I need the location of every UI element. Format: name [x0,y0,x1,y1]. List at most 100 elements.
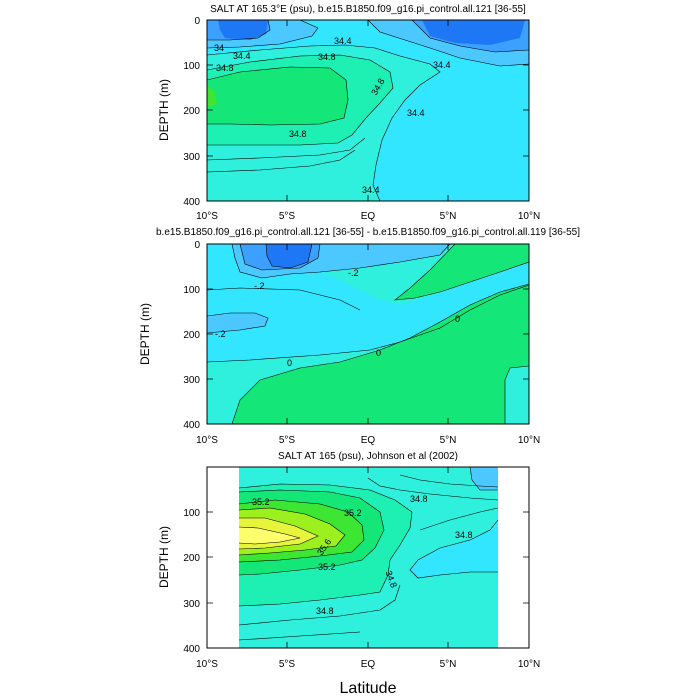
panel-3-contour-lines [238,467,499,641]
panel-1-y-tick-marks [207,19,529,202]
panel-3-line [409,519,499,579]
panel-3-y-tick: 200 [183,553,200,564]
panel-1-line [207,20,319,49]
panel-1-clabel: 34.4 [362,185,380,195]
panel-3-line [238,483,413,607]
panel-1-fill-35.2-edge [207,86,217,108]
panel-2-y-tick: 400 [183,420,200,431]
panel-1-line [207,44,441,201]
panel-1-line [367,20,529,67]
panel-3-x-tick-marks [206,467,530,648]
panel-1-clabel: 34.8 [216,63,234,73]
panel-1-x-tick: 10°S [196,211,218,222]
panel-2-x-axis: 10°S 5°S EQ 5°N 10°N [196,435,540,446]
panel-2-y-tick: 300 [183,375,200,386]
panel-2-line [394,244,529,301]
panel-2-contour-lines [207,244,529,424]
tick-marks [206,19,530,649]
panel-3-line [469,467,498,491]
panel-3-clabel: 35.2 [252,497,270,507]
panel-2-y-axis-label: DEPTH (m) [138,303,152,365]
panel-2-line [207,287,361,311]
panel-3-clabel: 34.8 [316,606,334,616]
panel-2-clabel: 0 [376,348,381,358]
panel-3-x-tick: EQ [361,659,376,670]
panel-3-fill-36 [239,527,300,544]
panel-2-x-tick: 5°S [279,435,296,446]
panel-2: b.e15.B1850.f09_g16.pi_control.all.121 [… [138,227,580,446]
panel-3-y-tick: 400 [183,644,200,655]
panel-3-fill-34.4 [470,467,498,490]
panel-1-line [411,20,529,53]
panel-1-y-tick: 300 [183,152,200,163]
panel-1-clabel: 34.4 [407,108,425,118]
panel-1-line [207,149,356,173]
panel-2-y-axis: DEPTH (m) 0 100 200 300 400 [138,240,200,431]
panel-3-x-tick: 10°N [518,659,540,670]
panel-3-line [238,584,401,626]
panel-1-x-axis: 10°S 5°S EQ 5°N 10°N [196,211,540,222]
panel-3-y-axis: DEPTH (m) 100 200 300 400 [157,508,200,655]
panel-2-contour-fills [207,244,529,424]
panel-1-clabel: 34 [214,43,224,53]
panel-1-clabel: 34.8 [289,129,307,139]
panel-2-fill-0.2-east [395,244,529,300]
panel-3-fill-34.6 [410,467,498,578]
panel-1-x-tick: 5°S [279,211,296,222]
panel-3-line [238,631,361,641]
panel-2-x-tick: 10°S [196,435,218,446]
panel-2-line [231,244,451,279]
panel-2-y-tick: 100 [183,285,200,296]
panel-1: SALT AT 165.3°E (psu), b.e15.B1850.f09_g… [157,4,540,222]
x-axis-label: Latitude [340,680,397,697]
panel-1-line [207,137,366,161]
panel-2-clabel: -.2 [215,329,226,339]
panel-2-clabel: 0 [287,358,292,368]
panel-3-y-axis-label: DEPTH (m) [157,526,171,588]
panel-2-fill-neg0.6 [266,244,312,268]
panel-2-x-tick: EQ [361,435,376,446]
panel-1-line [207,54,394,146]
panel-3-line [419,507,499,531]
panel-3-line [238,499,365,563]
panel-1-x-tick: 5°N [440,211,457,222]
panel-2-contour-labels: -.2 -.2 -.2 0 0 0 [215,268,460,368]
panel-3-clabel: 34.8 [455,530,473,540]
panel-2-line [231,283,529,424]
panel-1-x-tick: EQ [361,211,376,222]
panel-3-x-tick: 5°S [279,659,296,670]
panel-1-title: SALT AT 165.3°E (psu), b.e15.B1850.f09_g… [210,4,526,15]
panel-3-clabel: 34.8 [410,494,428,504]
panel-1-clabel: 34.4 [233,51,251,61]
panel-2-fill-0.4-cut [505,366,529,424]
panel-3-title: SALT AT 165 (psu), Johnson et al (2002) [278,451,458,462]
panel-1-fill-35-core [207,67,348,125]
panel-3-clabel: 35.2 [344,508,362,518]
panel-1-line [207,20,271,41]
panel-1-y-axis: DEPTH (m) 0 100 200 300 400 [157,16,200,208]
panel-3-x-tick: 5°N [440,659,457,670]
panel-1-y-axis-label: DEPTH (m) [157,79,171,141]
panel-2-x-tick-marks [206,244,530,424]
panel-1-x-tick: 10°N [518,211,540,222]
panel-1-line [207,66,349,126]
panel-2-clabel: 0 [455,314,460,324]
panel-2-clabel: -.2 [254,281,265,291]
panel-2-y-tick: 0 [194,240,200,251]
panel-1-fill-33.2-west [218,20,268,40]
panel-3-line [238,507,346,556]
panel-2-x-tick: 5°N [440,435,457,446]
panel-3-x-axis: 10°S 5°S EQ 5°N 10°N Latitude [196,659,540,697]
panel-1-y-tick: 200 [183,106,200,117]
panel-3-y-tick: 300 [183,599,200,610]
panel-3-clabel: 35.2 [318,562,336,572]
panel-3-line [399,474,499,488]
panel-2-line [265,244,313,269]
panel-2-x-tick: 10°N [518,435,540,446]
panel-2-line [504,365,529,424]
panel-2-title: b.e15.B1850.f09_g16.pi_control.all.121 [… [156,227,580,238]
panel-3-line [367,477,499,501]
panel-1-x-tick-marks [206,20,530,201]
panel-3-x-tick: 10°S [196,659,218,670]
